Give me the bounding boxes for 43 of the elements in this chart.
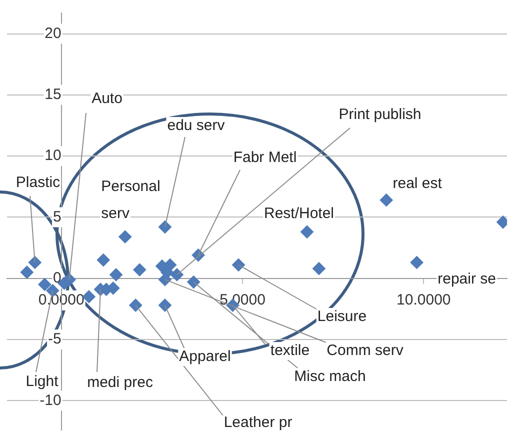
point [170,268,184,282]
annotation: Leather pr [224,414,292,432]
y-tick-label: 5 [53,208,62,226]
point [187,276,200,289]
x-tick-label: 10.0000 [396,292,451,309]
point [232,258,246,272]
point [118,230,132,244]
y-tick-label: -5 [48,330,62,348]
point [410,256,424,269]
y-tick-label: 10 [44,147,62,164]
annotation: Comm serv [326,342,404,360]
annotation: medi prec [87,374,154,392]
point [129,298,142,312]
point [158,220,172,234]
y-tick-label: 0 [53,270,62,287]
annotation: Print publish [338,106,422,124]
annotation: Misc mach [294,368,366,386]
point [110,268,123,282]
annotation: repair se [438,270,496,288]
annotation: Personal serv [101,178,160,222]
point [158,273,172,286]
point [96,254,110,267]
point [312,262,326,276]
point [20,266,34,279]
annotation: edu serv [167,117,226,134]
point [28,256,42,269]
y-tick-label: -10 [40,392,62,409]
point [158,298,172,312]
annotation: real est [392,175,443,192]
annotation: Light [26,373,60,390]
point [133,263,146,276]
annotation: textile [270,342,310,360]
annotation: Rest/Hotel [264,205,334,222]
point [38,278,52,291]
annotation: Leisure [317,308,367,326]
annotation: Fabr Metl [233,149,297,166]
annotation: Auto [92,90,122,108]
y-tick-label: 15 [44,86,62,104]
point [380,194,393,207]
point [300,225,314,238]
annotation: Plastic [16,174,61,192]
y-tick-label: 20 [44,24,62,42]
annotation: Apparel [179,348,231,366]
